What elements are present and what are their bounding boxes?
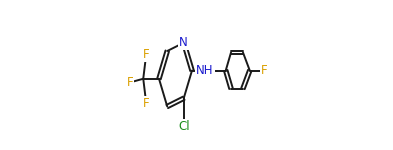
Text: Cl: Cl [178, 120, 189, 133]
Text: F: F [127, 76, 133, 89]
Text: NH: NH [196, 64, 213, 77]
Text: F: F [261, 64, 267, 77]
Text: N: N [179, 36, 188, 49]
Text: F: F [143, 48, 150, 60]
Text: F: F [143, 97, 150, 110]
